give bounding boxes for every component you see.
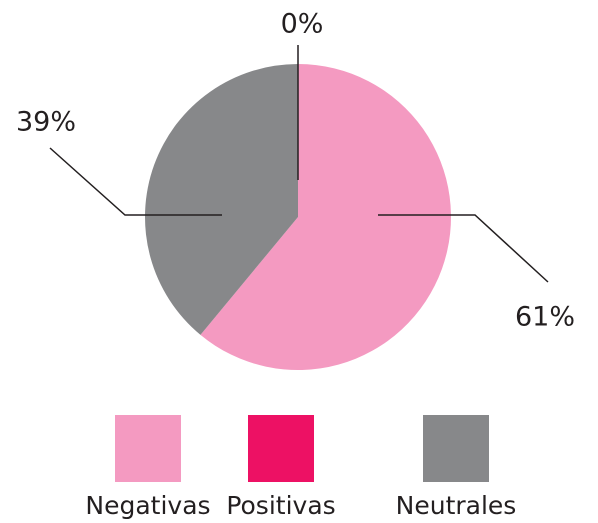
pie-slice xyxy=(145,64,298,335)
legend-label: Neutrales xyxy=(396,491,517,520)
legend-label: Positivas xyxy=(226,491,335,520)
value-label: 0% xyxy=(281,9,324,40)
value-label: 39% xyxy=(16,107,76,138)
leader-line xyxy=(378,214,549,283)
legend-label: Negativas xyxy=(85,491,210,520)
value-label: 61% xyxy=(515,302,575,333)
pie-slice xyxy=(200,64,452,370)
legend-swatch xyxy=(248,415,314,482)
legend-swatch xyxy=(115,415,181,482)
legend-swatch xyxy=(423,415,489,482)
leader-line xyxy=(49,147,222,216)
